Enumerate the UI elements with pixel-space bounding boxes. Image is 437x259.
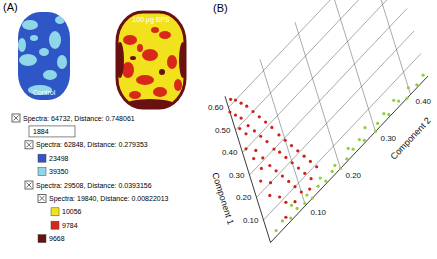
- svg-text:Spectra: 62848, Distance: 0.27: Spectra: 62848, Distance: 0.279353: [36, 141, 148, 149]
- svg-text:(A): (A): [3, 1, 18, 13]
- svg-text:Control: Control: [33, 89, 56, 96]
- svg-text:0.30: 0.30: [229, 171, 245, 180]
- svg-text:39350: 39350: [49, 168, 69, 175]
- svg-text:0.20: 0.20: [346, 171, 362, 180]
- svg-text:Spectra: 29508, Distance: 0.03: Spectra: 29508, Distance: 0.0393156: [36, 182, 152, 190]
- svg-text:Component 2: Component 2: [388, 115, 432, 161]
- svg-text:9784: 9784: [62, 222, 78, 229]
- svg-text:Spectra: 19840, Distance: 0.00: Spectra: 19840, Distance: 0.00822013: [49, 195, 169, 203]
- svg-text:23498: 23498: [49, 155, 69, 162]
- svg-text:0.40: 0.40: [222, 148, 238, 157]
- svg-text:9668: 9668: [49, 235, 65, 242]
- svg-text:0.10: 0.10: [243, 216, 259, 225]
- svg-text:10056: 10056: [62, 208, 82, 215]
- svg-text:1884: 1884: [33, 128, 49, 135]
- svg-text:0.10: 0.10: [311, 208, 327, 217]
- svg-text:100 μg BPS: 100 μg BPS: [132, 16, 170, 24]
- svg-text:Component 1: Component 1: [210, 171, 236, 226]
- svg-text:0.40: 0.40: [416, 97, 432, 106]
- html-text:(B): (B): [213, 2, 228, 14]
- svg-text:Spectra: 64732, Distance: 0.74: Spectra: 64732, Distance: 0.748061: [23, 115, 135, 123]
- svg-text:0.50: 0.50: [215, 126, 231, 135]
- svg-text:0.30: 0.30: [381, 134, 397, 143]
- svg-text:0.60: 0.60: [208, 103, 224, 112]
- svg-text:0.20: 0.20: [236, 193, 252, 202]
